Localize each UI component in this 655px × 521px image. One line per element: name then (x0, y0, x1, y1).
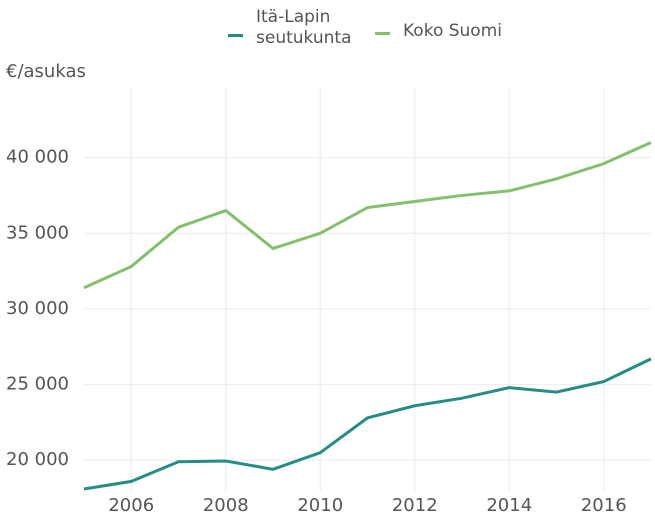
x-tick-label: 2016 (581, 495, 627, 516)
legend-label: Itä-Lapin seutukunta (256, 7, 352, 48)
y-tick-label: 40 000 (6, 147, 69, 168)
x-tick-label: 2014 (486, 495, 532, 516)
line (83, 357, 652, 491)
legend-swatch (375, 32, 390, 35)
x-tick-label: 2008 (203, 495, 249, 516)
x-tick-label: 2006 (108, 495, 154, 516)
y-tick-label: 30 000 (6, 298, 69, 319)
line (83, 141, 652, 290)
legend-swatch (228, 34, 243, 37)
y-axis-label: €/asukas (6, 61, 86, 82)
legend-label: Koko Suomi (403, 21, 502, 41)
y-tick-label: 35 000 (6, 222, 69, 243)
x-tick-label: 2012 (392, 495, 438, 516)
x-tick-label: 2010 (297, 495, 343, 516)
y-tick-label: 20 000 (6, 449, 69, 470)
y-tick-label: 25 000 (6, 374, 69, 395)
